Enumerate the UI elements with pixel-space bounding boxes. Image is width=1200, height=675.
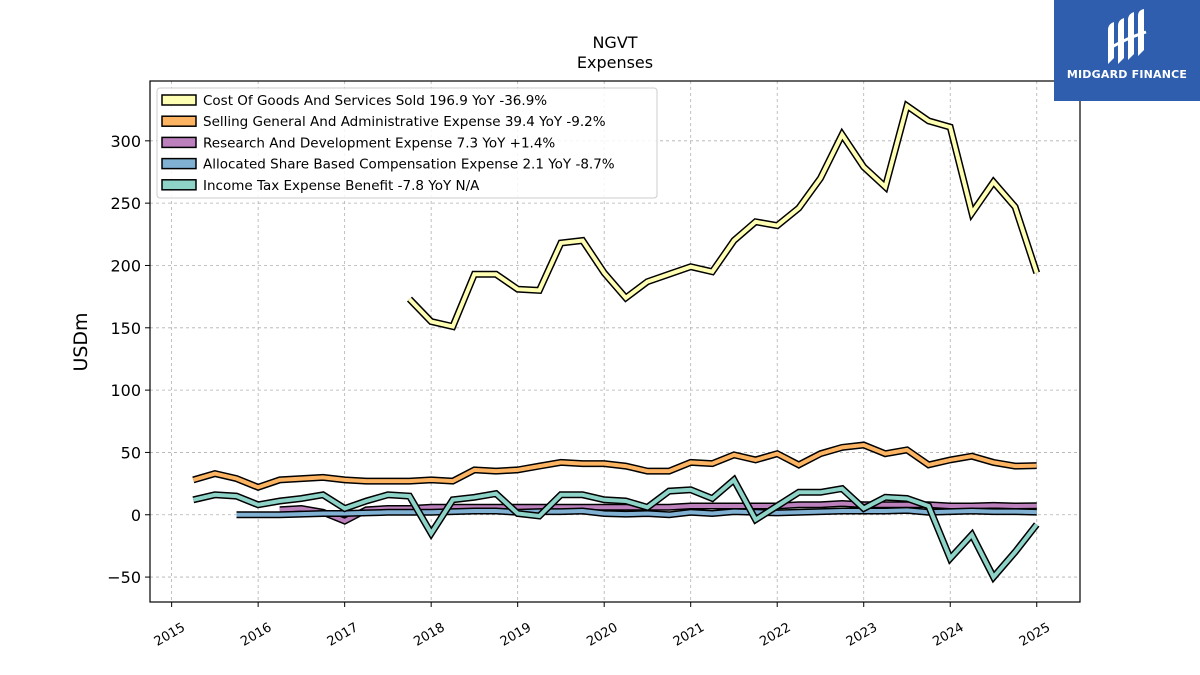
legend-entry: Research And Development Expense 7.3 YoY… xyxy=(203,135,555,151)
y-tick-label: 0 xyxy=(131,506,141,525)
legend-entry: Cost Of Goods And Services Sold 196.9 Yo… xyxy=(203,93,547,109)
legend-swatch xyxy=(161,115,197,127)
x-tick-label: 2016 xyxy=(238,620,274,650)
brand-logo: MIDGARD FINANCE xyxy=(1054,0,1200,101)
y-tick-label: −50 xyxy=(107,568,141,587)
legend-swatch xyxy=(161,179,197,191)
x-tick-label: 2019 xyxy=(498,620,534,650)
legend-swatch xyxy=(161,157,197,170)
x-tick-label: 2018 xyxy=(411,620,447,650)
x-tick-label: 2025 xyxy=(1017,620,1053,650)
x-tick-label: 2017 xyxy=(325,620,361,650)
y-tick-label: 250 xyxy=(110,194,141,213)
chart-subtitle: Expenses xyxy=(577,53,653,72)
x-tick-label: 2022 xyxy=(757,620,793,650)
series-line xyxy=(408,102,1039,329)
midgard-m-icon xyxy=(1108,9,1147,64)
y-tick-label: 150 xyxy=(110,319,141,338)
series-line xyxy=(279,501,1037,524)
y-tick-label: 100 xyxy=(110,381,141,400)
legend-entry: Selling General And Administrative Expen… xyxy=(203,114,606,130)
plot-area xyxy=(149,80,1081,603)
y-tick-label: 300 xyxy=(110,132,141,151)
legend-box xyxy=(156,87,658,199)
x-tick-label: 2020 xyxy=(584,620,620,650)
legend-entry: Allocated Share Based Compensation Expen… xyxy=(203,157,615,173)
x-tick-label: 2015 xyxy=(152,620,188,650)
chart-title: NGVT xyxy=(592,33,637,52)
axis-ticks: −50 0 50 100 150 200 250 300 2015 2016 2017 2018 201… xyxy=(107,132,1053,650)
series-layer xyxy=(192,100,1041,584)
brand-name: MIDGARD FINANCE xyxy=(1066,68,1188,81)
series-line xyxy=(192,442,1037,490)
x-tick-label: 2021 xyxy=(671,620,707,650)
series-line xyxy=(236,508,1037,517)
x-tick-label: 2024 xyxy=(930,620,966,650)
y-axis-label: USDm xyxy=(70,312,92,371)
legend: Cost Of Goods And Services Sold 196.9 Yo… xyxy=(156,87,658,199)
x-tick-label: 2023 xyxy=(844,620,880,650)
legend-entry: Income Tax Expense Benefit -7.8 YoY N/A xyxy=(203,178,480,194)
y-tick-label: 50 xyxy=(121,443,141,462)
y-tick-label: 200 xyxy=(110,256,141,275)
series-line xyxy=(192,476,1039,581)
legend-swatch xyxy=(161,94,197,106)
legend-swatch xyxy=(161,136,197,149)
